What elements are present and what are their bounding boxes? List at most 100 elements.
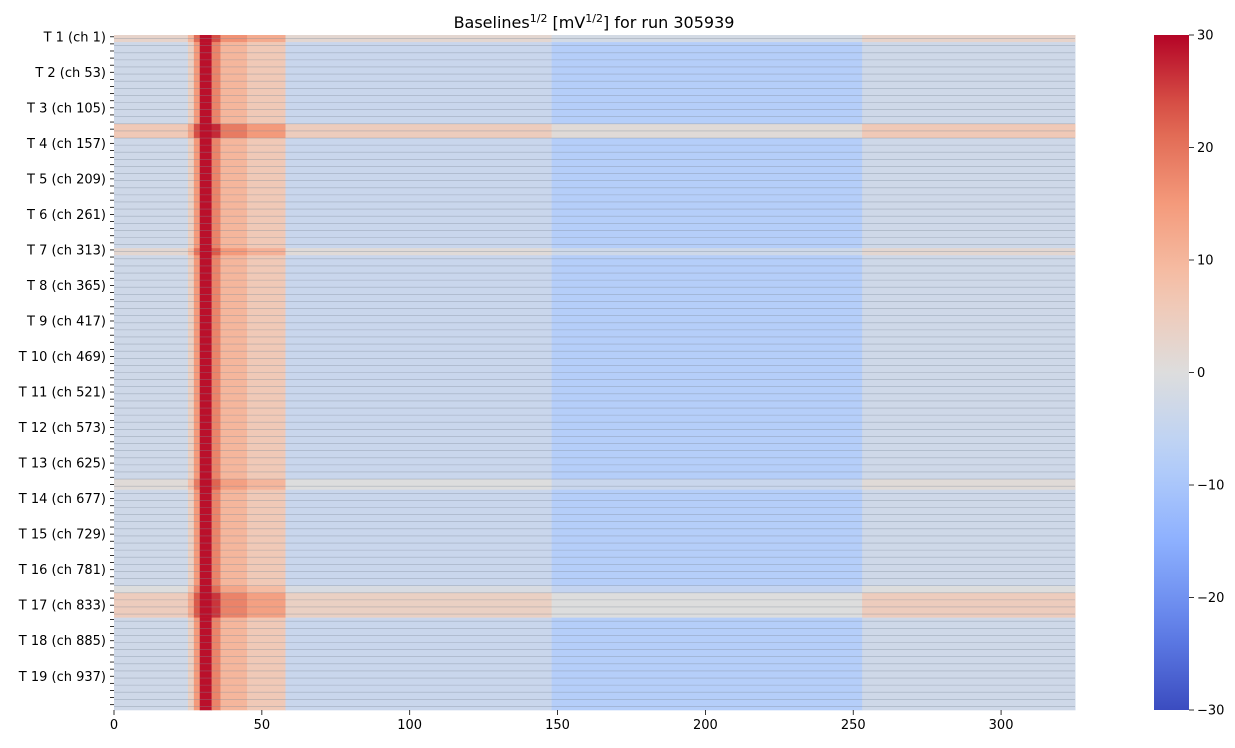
y-tick-label: T 18 (ch 885) bbox=[18, 634, 106, 649]
y-tick-label: T 14 (ch 677) bbox=[18, 492, 106, 507]
heatmap-cell bbox=[187, 42, 195, 125]
y-tick-label: T 7 (ch 313) bbox=[26, 243, 106, 258]
heatmap-cell bbox=[285, 585, 553, 594]
y-tick-label: T 6 (ch 261) bbox=[26, 208, 106, 223]
heatmap-cell bbox=[551, 585, 863, 594]
y-tick-label: T 9 (ch 417) bbox=[26, 314, 106, 329]
heatmap-cell bbox=[220, 592, 248, 618]
y-tick-label: T 15 (ch 729) bbox=[18, 528, 106, 543]
heatmap-cell bbox=[247, 479, 287, 491]
chart-title: Baselines1/2 [mV1/2] for run 305939 bbox=[454, 12, 735, 32]
colorbar-tick-label: −30 bbox=[1197, 704, 1224, 719]
heatmap-cell bbox=[199, 42, 213, 125]
heatmap-cell bbox=[211, 585, 221, 594]
y-axis: T 1 (ch 1) T 2 (ch 53) T 3 (ch 105) T 4 (ch… bbox=[18, 30, 114, 706]
heatmap-cell bbox=[199, 585, 213, 594]
y-tick-label: T 4 (ch 157) bbox=[26, 137, 106, 152]
heatmap-cell bbox=[551, 138, 863, 249]
x-tick-label: 250 bbox=[841, 718, 866, 733]
heatmap-cell bbox=[187, 138, 195, 249]
title-prefix: Baselines bbox=[454, 13, 530, 32]
heatmap-cell bbox=[114, 489, 189, 586]
heatmap-cell bbox=[193, 138, 201, 249]
heatmap-cell bbox=[247, 489, 287, 586]
heatmap-cell bbox=[862, 42, 1076, 125]
heatmap-cell bbox=[247, 42, 287, 125]
y-tick-label: T 8 (ch 365) bbox=[26, 279, 106, 294]
heatmap-cell bbox=[114, 585, 189, 594]
x-tick-label: 150 bbox=[545, 718, 570, 733]
colorbar-tick-label: 10 bbox=[1197, 254, 1214, 269]
y-tick-label: T 12 (ch 573) bbox=[18, 421, 106, 436]
heatmap-cell bbox=[193, 255, 201, 480]
x-tick-label: 300 bbox=[989, 718, 1014, 733]
heatmap-cell bbox=[193, 592, 201, 618]
heatmap-cell bbox=[862, 489, 1076, 586]
heatmap-cell bbox=[114, 479, 189, 491]
y-tick-label: T 5 (ch 209) bbox=[26, 172, 106, 187]
x-tick-label: 50 bbox=[254, 718, 271, 733]
colorbar: −30 −20 −10 0 10 20 30 bbox=[1154, 29, 1224, 719]
row-separator-lines bbox=[114, 38, 1075, 707]
title-middle: [mV bbox=[547, 13, 585, 32]
heatmap-cell bbox=[199, 489, 213, 586]
heatmap-cell bbox=[285, 489, 553, 586]
heatmap-cell bbox=[862, 138, 1076, 249]
y-tick-label: T 2 (ch 53) bbox=[34, 66, 106, 81]
heatmap-cell bbox=[220, 479, 248, 491]
heatmap-cell bbox=[220, 585, 248, 594]
y-tick-label: T 13 (ch 625) bbox=[18, 457, 106, 472]
heatmap-cell bbox=[247, 592, 287, 618]
heatmap-cell bbox=[551, 592, 863, 618]
heatmap-cell bbox=[187, 479, 195, 491]
y-tick-label: T 19 (ch 937) bbox=[18, 670, 106, 685]
heatmap-cell bbox=[193, 585, 201, 594]
colorbar-tick-label: −20 bbox=[1197, 591, 1224, 606]
colorbar-gradient bbox=[1154, 35, 1189, 710]
heatmap-cell bbox=[199, 255, 213, 480]
heatmap-cell bbox=[187, 592, 195, 618]
heatmap-cell bbox=[114, 138, 189, 249]
heatmap-cell bbox=[193, 489, 201, 586]
colorbar-tick-label: 20 bbox=[1197, 141, 1214, 156]
heatmap-cell bbox=[285, 479, 553, 491]
heatmap-cell bbox=[220, 138, 248, 249]
heatmap-cell bbox=[551, 42, 863, 125]
heatmap-cell bbox=[187, 489, 195, 586]
heatmap-cell bbox=[211, 489, 221, 586]
heatmap-cell bbox=[211, 479, 221, 491]
colorbar-tick-label: 0 bbox=[1197, 366, 1205, 381]
x-tick-label: 100 bbox=[397, 718, 422, 733]
y-tick-label: T 10 (ch 469) bbox=[18, 350, 106, 365]
colorbar-tick-label: −10 bbox=[1197, 479, 1224, 494]
heatmap-cell bbox=[247, 255, 287, 480]
heatmap-cell bbox=[862, 585, 1076, 594]
heatmap-cell bbox=[551, 489, 863, 586]
heatmap-cell bbox=[551, 255, 863, 480]
x-tick-label: 200 bbox=[693, 718, 718, 733]
colorbar-ticks: −30 −20 −10 0 10 20 30 bbox=[1189, 29, 1224, 719]
heatmap-cell bbox=[862, 592, 1076, 618]
heatmap-cell bbox=[862, 255, 1076, 480]
x-axis: 0 50 100 150 200 250 300 bbox=[110, 710, 1014, 733]
y-tick-label: T 16 (ch 781) bbox=[18, 563, 106, 578]
colorbar-tick-label: 30 bbox=[1197, 29, 1214, 44]
heatmap-cell bbox=[211, 138, 221, 249]
title-middle-sup: 1/2 bbox=[585, 12, 603, 25]
heatmap-cell bbox=[285, 42, 553, 125]
heatmap-cell bbox=[114, 592, 189, 618]
y-tick-label: T 3 (ch 105) bbox=[26, 101, 106, 116]
heatmap-cell bbox=[285, 138, 553, 249]
heatmap-cell bbox=[220, 255, 248, 480]
x-tick-label: 0 bbox=[110, 718, 118, 733]
heatmap-cell bbox=[285, 255, 553, 480]
heatmap-cell bbox=[220, 489, 248, 586]
heatmap-cell bbox=[551, 479, 863, 491]
heatmap-cell bbox=[199, 592, 213, 618]
heatmap-cell bbox=[211, 42, 221, 125]
heatmap-cell bbox=[199, 138, 213, 249]
heatmap-cell bbox=[247, 585, 287, 594]
heatmap-cell bbox=[193, 479, 201, 491]
title-prefix-sup: 1/2 bbox=[530, 12, 548, 25]
